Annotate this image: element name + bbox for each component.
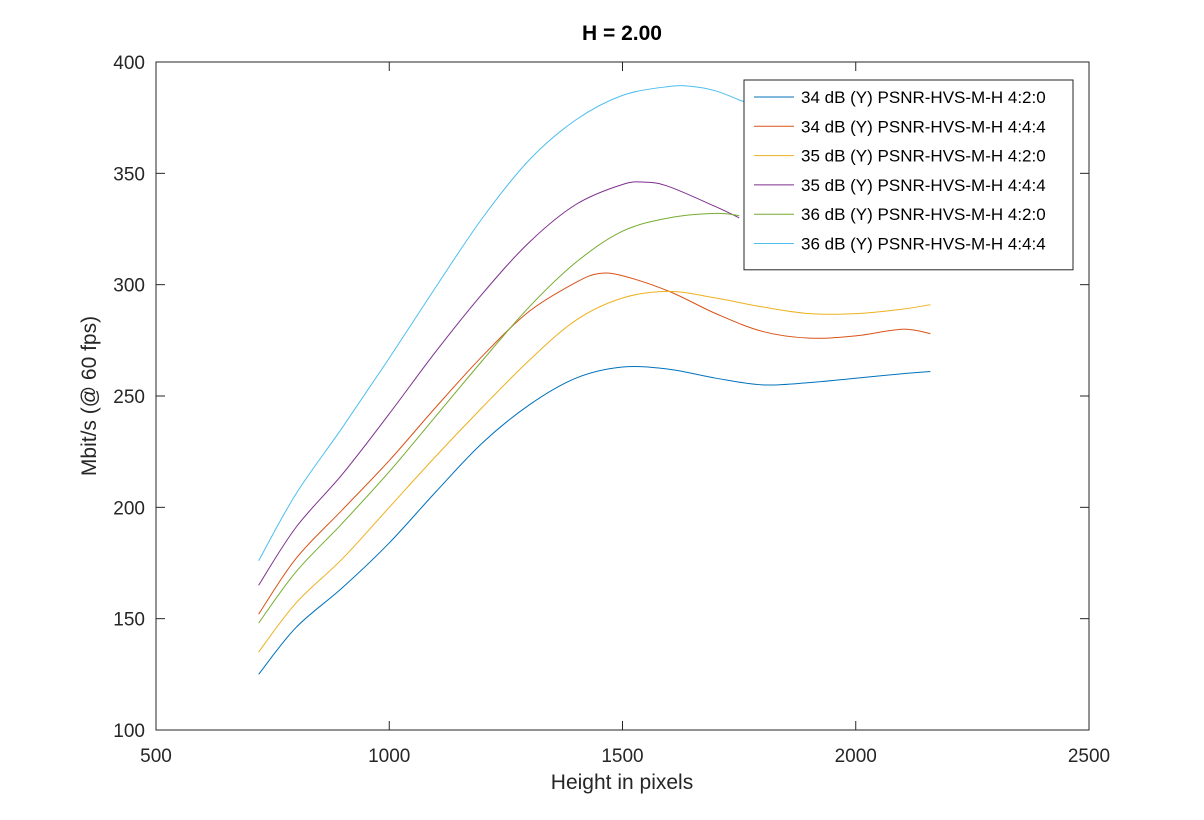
legend-label: 35 dB (Y) PSNR-HVS-M-H 4:2:0 xyxy=(801,147,1046,166)
x-tick-label: 1000 xyxy=(368,746,410,767)
legend-label: 35 dB (Y) PSNR-HVS-M-H 4:4:4 xyxy=(801,176,1046,195)
y-tick-label: 400 xyxy=(113,53,145,74)
series-line-4 xyxy=(258,181,740,586)
series-line-3 xyxy=(258,290,931,653)
legend-label: 36 dB (Y) PSNR-HVS-M-H 4:4:4 xyxy=(801,235,1046,254)
series-line-6 xyxy=(258,85,763,562)
series-line-2 xyxy=(258,272,931,615)
series-line-1 xyxy=(258,366,931,675)
legend-label: 36 dB (Y) PSNR-HVS-M-H 4:2:0 xyxy=(801,205,1046,224)
x-tick-label: 2000 xyxy=(835,746,877,767)
chart-title: H = 2.00 xyxy=(582,22,662,45)
legend: 34 dB (Y) PSNR-HVS-M-H 4:2:0 34 dB (Y) PS… xyxy=(743,79,1074,271)
legend-box xyxy=(743,79,1074,271)
y-tick-label: 250 xyxy=(113,387,145,408)
series-lines xyxy=(258,85,931,675)
legend-label: 34 dB (Y) PSNR-HVS-M-H 4:4:4 xyxy=(801,117,1046,136)
axis-ticks: 500 1000 1500 2000 2500 100 150 200 250 300 350 400 xyxy=(113,53,1110,767)
series-line-5 xyxy=(258,212,740,624)
x-tick-label: 1500 xyxy=(601,746,643,767)
y-tick-label: 350 xyxy=(113,164,145,185)
x-tick-label: 500 xyxy=(140,746,172,767)
x-tick-label: 2500 xyxy=(1068,746,1110,767)
y-tick-label: 300 xyxy=(113,276,145,297)
y-tick-label: 100 xyxy=(113,721,145,742)
y-tick-label: 200 xyxy=(113,498,145,519)
legend-label: 34 dB (Y) PSNR-HVS-M-H 4:2:0 xyxy=(801,88,1046,107)
x-axis-label: Height in pixels xyxy=(551,771,693,794)
y-tick-label: 150 xyxy=(113,610,145,631)
y-axis-label: Mbit/s (@ 60 fps) xyxy=(78,316,101,476)
